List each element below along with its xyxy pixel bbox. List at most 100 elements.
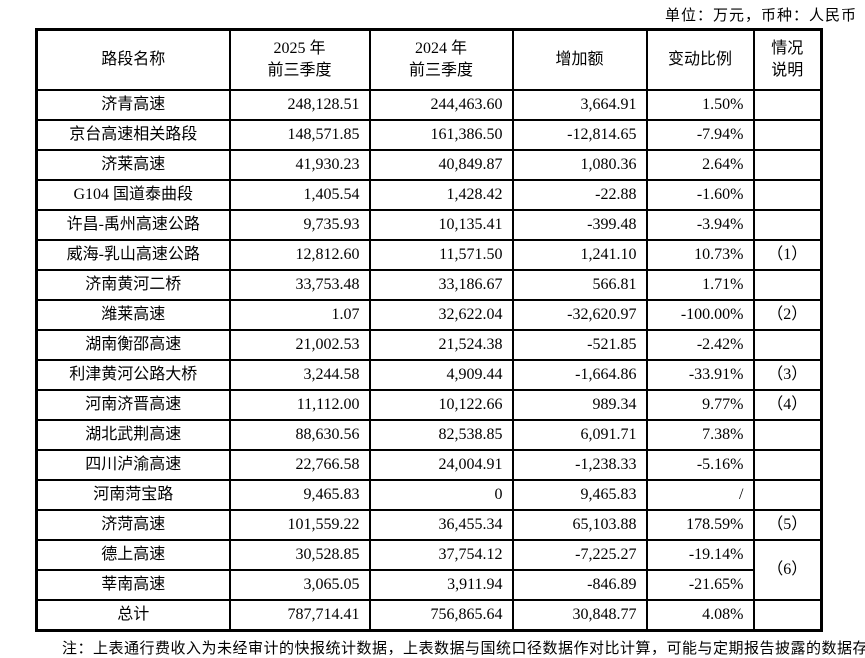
value-2025: 248,128.51 bbox=[228, 89, 371, 121]
increase-amount: -12,814.65 bbox=[511, 119, 648, 151]
change-ratio: 2.64% bbox=[645, 149, 755, 181]
increase-amount: 6,091.71 bbox=[511, 419, 648, 451]
change-ratio: -7.94% bbox=[645, 119, 755, 151]
col-header-increase: 增加额 bbox=[511, 28, 648, 91]
col-header-remark: 情况 说明 bbox=[752, 28, 823, 91]
increase-amount: -521.85 bbox=[511, 329, 648, 361]
remark-merged: （6） bbox=[752, 539, 823, 601]
value-2025: 9,735.93 bbox=[228, 209, 371, 241]
value-2025: 1,405.54 bbox=[228, 179, 371, 211]
remark bbox=[752, 89, 823, 121]
change-ratio: -1.60% bbox=[645, 179, 755, 211]
table-row: 四川泸渝高速 22,766.58 24,004.91 -1,238.33 -5.… bbox=[35, 449, 823, 481]
road-name: 济南黄河二桥 bbox=[35, 269, 231, 301]
value-2024: 36,455.34 bbox=[368, 509, 514, 541]
col-header-road-name: 路段名称 bbox=[35, 28, 231, 91]
col-header-2025-line2: 前三季度 bbox=[267, 62, 332, 79]
total-remark bbox=[752, 599, 823, 632]
table-row: 潍莱高速 1.07 32,622.04 -32,620.97 -100.00% … bbox=[35, 299, 823, 331]
table-row: 湖北武荆高速 88,630.56 82,538.85 6,091.71 7.38… bbox=[35, 419, 823, 451]
value-2025: 3,065.05 bbox=[228, 569, 371, 601]
value-2025: 21,002.53 bbox=[228, 329, 371, 361]
value-2024: 82,538.85 bbox=[368, 419, 514, 451]
road-name: 湖南衡邵高速 bbox=[35, 329, 231, 361]
change-ratio: -3.94% bbox=[645, 209, 755, 241]
change-ratio: 178.59% bbox=[645, 509, 755, 541]
value-2025: 9,465.83 bbox=[228, 479, 371, 511]
increase-amount: -1,238.33 bbox=[511, 449, 648, 481]
value-2024: 10,135.41 bbox=[368, 209, 514, 241]
increase-amount: 1,080.36 bbox=[511, 149, 648, 181]
value-2024: 161,386.50 bbox=[368, 119, 514, 151]
remark: （4） bbox=[752, 389, 823, 421]
remark: （2） bbox=[752, 299, 823, 331]
change-ratio: -100.00% bbox=[645, 299, 755, 331]
value-2024: 3,911.94 bbox=[368, 569, 514, 601]
change-ratio: 7.38% bbox=[645, 419, 755, 451]
col-header-2025-q3: 2025 年 前三季度 bbox=[228, 28, 371, 91]
value-2025: 1.07 bbox=[228, 299, 371, 331]
remark bbox=[752, 149, 823, 181]
change-ratio: 10.73% bbox=[645, 239, 755, 271]
value-2025: 41,930.23 bbox=[228, 149, 371, 181]
value-2024: 10,122.66 bbox=[368, 389, 514, 421]
remark bbox=[752, 419, 823, 451]
change-ratio: 1.50% bbox=[645, 89, 755, 121]
table-row: 河南菏宝路 9,465.83 0 9,465.83 / bbox=[35, 479, 823, 511]
table-row: 利津黄河公路大桥 3,244.58 4,909.44 -1,664.86 -33… bbox=[35, 359, 823, 391]
table-row: 济菏高速 101,559.22 36,455.34 65,103.88 178.… bbox=[35, 509, 823, 541]
remark: （5） bbox=[752, 509, 823, 541]
increase-amount: -399.48 bbox=[511, 209, 648, 241]
table-row: 济莱高速 41,930.23 40,849.87 1,080.36 2.64% bbox=[35, 149, 823, 181]
total-label: 总计 bbox=[35, 599, 231, 632]
change-ratio: 9.77% bbox=[645, 389, 755, 421]
change-ratio: -19.14% bbox=[645, 539, 755, 571]
road-name: 许昌-禹州高速公路 bbox=[35, 209, 231, 241]
value-2024: 244,463.60 bbox=[368, 89, 514, 121]
value-2024: 1,428.42 bbox=[368, 179, 514, 211]
change-ratio: -5.16% bbox=[645, 449, 755, 481]
total-row: 总计 787,714.41 756,865.64 30,848.77 4.08% bbox=[35, 599, 823, 632]
increase-amount: -846.89 bbox=[511, 569, 648, 601]
table-row: 许昌-禹州高速公路 9,735.93 10,135.41 -399.48 -3.… bbox=[35, 209, 823, 241]
value-2024: 21,524.38 bbox=[368, 329, 514, 361]
road-name: 京台高速相关路段 bbox=[35, 119, 231, 151]
total-change-ratio: 4.08% bbox=[645, 599, 755, 632]
col-header-2025-line1: 2025 年 bbox=[273, 40, 326, 58]
value-2024: 32,622.04 bbox=[368, 299, 514, 331]
remark bbox=[752, 269, 823, 301]
road-name: 河南济晋高速 bbox=[35, 389, 231, 421]
total-2025: 787,714.41 bbox=[228, 599, 371, 632]
col-header-2024-line1: 2024 年 bbox=[414, 40, 467, 58]
increase-amount: 65,103.88 bbox=[511, 509, 648, 541]
remark bbox=[752, 329, 823, 361]
road-name: 利津黄河公路大桥 bbox=[35, 359, 231, 391]
increase-amount: 989.34 bbox=[511, 389, 648, 421]
total-2024: 756,865.64 bbox=[368, 599, 514, 632]
increase-amount: -32,620.97 bbox=[511, 299, 648, 331]
col-header-2024-q3: 2024 年 前三季度 bbox=[368, 28, 514, 91]
remark bbox=[752, 479, 823, 511]
road-name: 潍莱高速 bbox=[35, 299, 231, 331]
unit-currency-note: 单位：万元，币种：人民币 bbox=[664, 8, 857, 24]
increase-amount: -7,225.27 bbox=[511, 539, 648, 571]
col-header-remark-line2: 说明 bbox=[771, 62, 804, 79]
road-name: 德上高速 bbox=[35, 539, 231, 571]
value-2024: 40,849.87 bbox=[368, 149, 514, 181]
toll-revenue-table: 路段名称 2025 年 前三季度 2024 年 前三季度 增加额 变动比例 情况… bbox=[35, 28, 823, 632]
col-header-remark-line1: 情况 bbox=[771, 40, 804, 58]
change-ratio: -2.42% bbox=[645, 329, 755, 361]
table-row: 德上高速 30,528.85 37,754.12 -7,225.27 -19.1… bbox=[35, 539, 823, 601]
change-ratio: / bbox=[645, 479, 755, 511]
value-2025: 30,528.85 bbox=[228, 539, 371, 571]
remark: （3） bbox=[752, 359, 823, 391]
col-header-2024-line2: 前三季度 bbox=[408, 62, 473, 79]
value-2025: 33,753.48 bbox=[228, 269, 371, 301]
value-2025: 22,766.58 bbox=[228, 449, 371, 481]
table-row: 济南黄河二桥 33,753.48 33,186.67 566.81 1.71% bbox=[35, 269, 823, 301]
increase-amount: -22.88 bbox=[511, 179, 648, 211]
increase-amount: 3,664.91 bbox=[511, 89, 648, 121]
value-2024: 11,571.50 bbox=[368, 239, 514, 271]
table-row: 莘南高速 3,065.05 3,911.94 -846.89 -21.65% bbox=[35, 569, 822, 601]
road-name: 济菏高速 bbox=[35, 509, 231, 541]
